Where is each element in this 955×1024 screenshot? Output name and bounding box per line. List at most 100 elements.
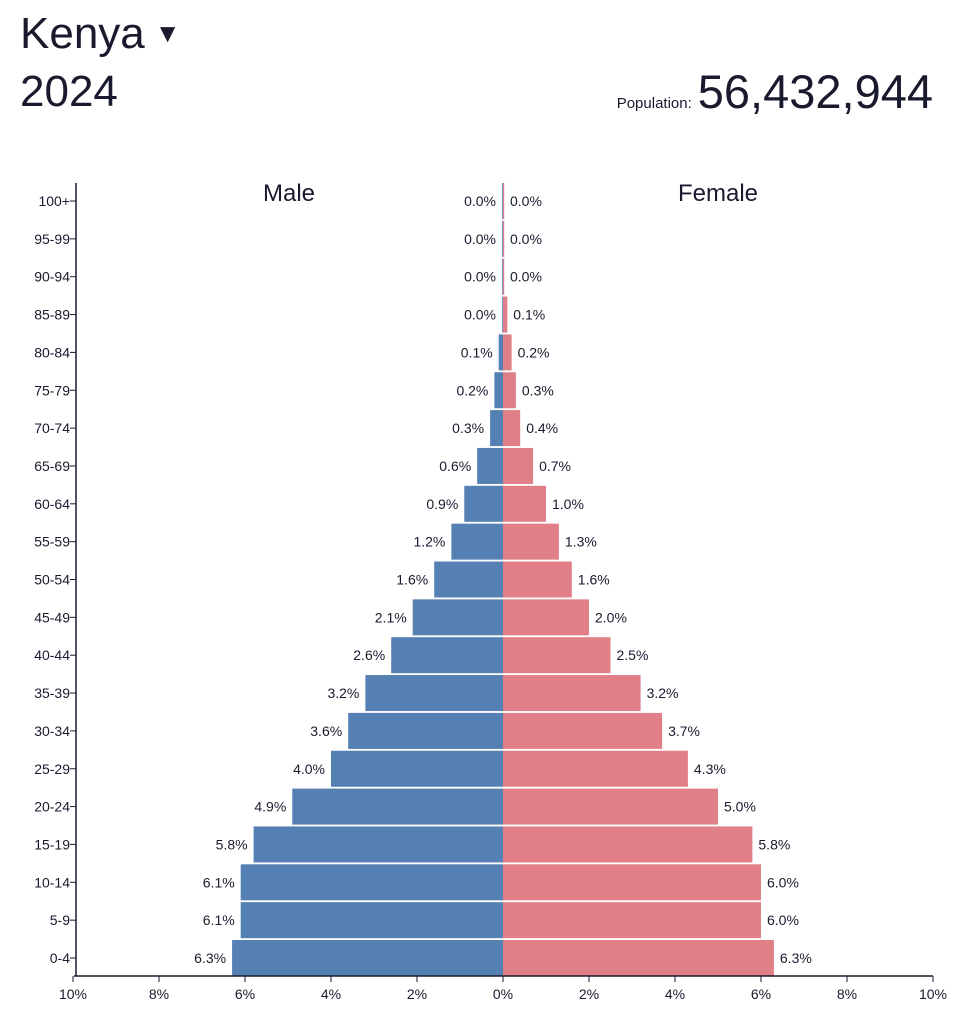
y-tick-label: 25-29 (34, 761, 70, 777)
y-tick-label: 75-79 (34, 382, 70, 398)
x-tick-label: 10% (919, 986, 947, 1002)
data-label-female: 3.2% (647, 685, 679, 701)
bar-male-60-64 (464, 485, 503, 522)
bar-female-65-69 (503, 447, 534, 484)
data-label-female: 1.0% (552, 496, 584, 512)
x-tick-label: 4% (321, 986, 341, 1002)
x-tick-label: 10% (59, 986, 87, 1002)
bar-female-45-49 (503, 599, 589, 636)
bar-female-35-39 (503, 675, 641, 712)
y-tick-label: 45-49 (34, 609, 70, 625)
data-label-female: 0.0% (510, 231, 542, 247)
bar-male-40-44 (391, 637, 503, 674)
y-tick-label: 10-14 (34, 874, 70, 890)
bar-male-0-4 (232, 940, 503, 976)
data-label-female: 1.3% (565, 534, 597, 550)
data-label-female: 0.1% (513, 307, 545, 323)
y-tick-label: 80-84 (34, 344, 70, 360)
y-tick-label: 0-4 (50, 950, 70, 966)
data-label-female: 6.0% (767, 874, 799, 890)
y-tick-label: 60-64 (34, 496, 70, 512)
bar-male-30-34 (348, 712, 503, 749)
y-tick-label: 70-74 (34, 420, 70, 436)
y-tick-label: 5-9 (50, 912, 70, 928)
data-label-female: 0.2% (518, 344, 550, 360)
data-label-male: 0.2% (456, 382, 488, 398)
data-label-female: 0.3% (522, 382, 554, 398)
y-tick-label: 50-54 (34, 572, 70, 588)
data-label-male: 3.2% (327, 685, 359, 701)
data-label-female: 0.4% (526, 420, 558, 436)
y-tick-label: 85-89 (34, 307, 70, 323)
y-tick-label: 40-44 (34, 647, 70, 663)
bar-female-80-84 (503, 334, 512, 371)
bar-male-35-39 (365, 675, 503, 712)
bar-male-45-49 (412, 599, 503, 636)
bar-female-70-74 (503, 410, 521, 447)
x-tick-label: 6% (235, 986, 255, 1002)
data-label-female: 2.5% (617, 647, 649, 663)
bar-male-10-14 (240, 864, 503, 901)
data-label-male: 4.9% (254, 799, 286, 815)
population-label: Population: (616, 95, 692, 112)
bar-male-75-79 (494, 372, 503, 409)
x-tick-label: 8% (837, 986, 857, 1002)
data-label-male: 1.6% (396, 572, 428, 588)
data-label-female: 6.0% (767, 912, 799, 928)
data-label-female: 3.7% (668, 723, 700, 739)
x-tick-label: 2% (407, 986, 427, 1002)
y-tick-label: 95-99 (34, 231, 70, 247)
bar-female-85-89 (503, 296, 508, 333)
bar-female-40-44 (503, 637, 611, 674)
bar-male-5-9 (240, 902, 503, 939)
y-tick-label: 55-59 (34, 534, 70, 550)
data-label-female: 6.3% (780, 950, 812, 966)
caret-down-icon[interactable]: ▼ (154, 18, 181, 49)
bar-female-15-19 (503, 826, 753, 863)
bar-male-80-84 (498, 334, 503, 371)
data-label-male: 0.9% (426, 496, 458, 512)
bar-female-95-99 (503, 220, 505, 257)
bar-male-20-24 (292, 788, 503, 825)
data-label-male: 0.0% (464, 269, 496, 285)
data-label-male: 0.3% (452, 420, 484, 436)
series-label-male: Male (263, 180, 315, 207)
data-label-male: 4.0% (293, 761, 325, 777)
bar-male-95-99 (502, 220, 503, 257)
bar-female-20-24 (503, 788, 718, 825)
y-tick-label: 35-39 (34, 685, 70, 701)
data-label-male: 0.6% (439, 458, 471, 474)
data-label-male: 6.1% (203, 912, 235, 928)
bar-female-30-34 (503, 712, 663, 749)
bar-female-55-59 (503, 523, 559, 560)
bar-female-100+ (503, 183, 505, 219)
data-label-female: 1.6% (578, 572, 610, 588)
data-label-male: 6.1% (203, 874, 235, 890)
bar-female-5-9 (503, 902, 761, 939)
bar-female-10-14 (503, 864, 761, 901)
bar-male-50-54 (434, 561, 503, 598)
bar-male-100+ (502, 183, 503, 219)
y-tick-label: 15-19 (34, 836, 70, 852)
data-label-male: 3.6% (310, 723, 342, 739)
data-label-male: 6.3% (194, 950, 226, 966)
country-name: Kenya (20, 9, 145, 58)
bar-male-55-59 (451, 523, 503, 560)
bar-female-50-54 (503, 561, 572, 598)
data-label-female: 5.0% (724, 799, 756, 815)
y-tick-label: 65-69 (34, 458, 70, 474)
data-label-female: 4.3% (694, 761, 726, 777)
data-label-female: 0.0% (510, 269, 542, 285)
data-label-male: 2.6% (353, 647, 385, 663)
country-selector[interactable]: Kenya ▼ (20, 8, 181, 62)
bar-male-70-74 (490, 410, 503, 447)
x-tick-label: 2% (579, 986, 599, 1002)
data-label-male: 0.1% (461, 344, 493, 360)
data-label-male: 5.8% (216, 836, 248, 852)
x-tick-label: 0% (493, 986, 513, 1002)
bar-male-65-69 (477, 447, 503, 484)
x-tick-label: 4% (665, 986, 685, 1002)
bar-male-15-19 (253, 826, 503, 863)
year-label: 2024 (20, 67, 118, 116)
